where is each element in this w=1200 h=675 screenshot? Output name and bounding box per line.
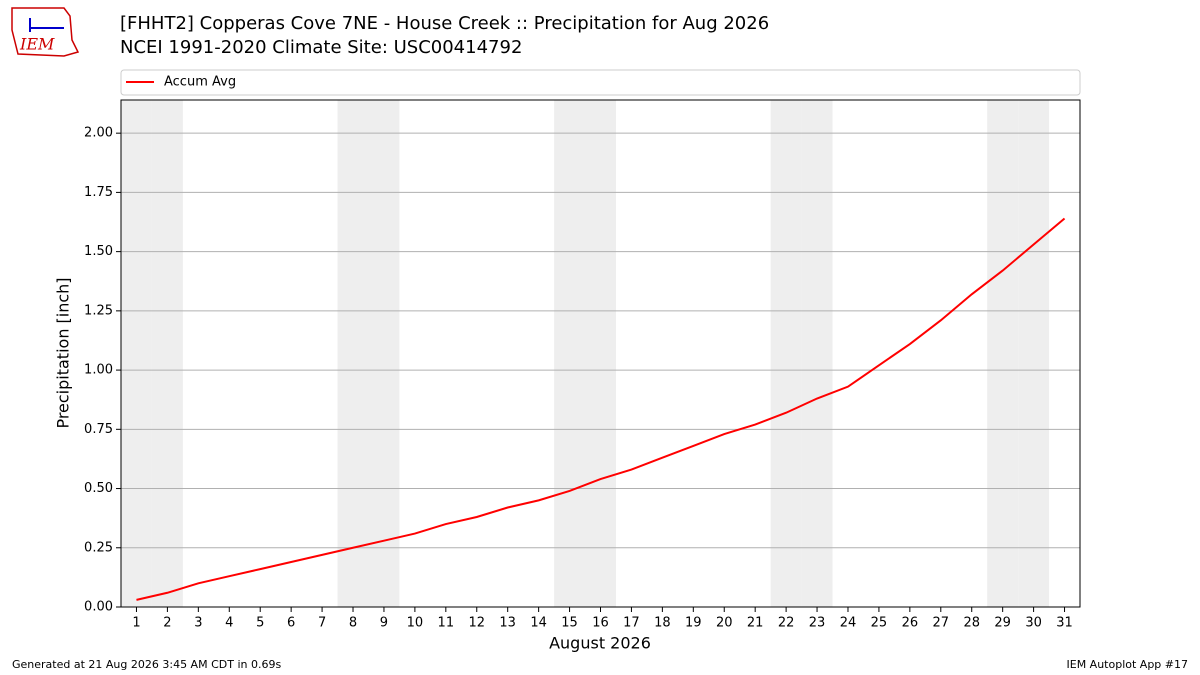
x-tick-label: 1 bbox=[132, 616, 140, 631]
y-tick-label: 0.50 bbox=[84, 481, 113, 496]
x-tick-label: 19 bbox=[685, 616, 702, 631]
x-tick-label: 27 bbox=[933, 616, 950, 631]
y-tick-label: 2.00 bbox=[84, 126, 113, 141]
weekend-shade bbox=[585, 100, 616, 607]
x-tick-label: 25 bbox=[871, 616, 888, 631]
weekend-shade bbox=[987, 100, 1019, 607]
data-line bbox=[136, 217, 1066, 601]
logo-text: IEM bbox=[19, 35, 55, 54]
weekend-shade bbox=[554, 100, 586, 607]
x-tick-label: 2 bbox=[163, 616, 171, 631]
x-tick-label: 9 bbox=[380, 616, 388, 631]
legend-label: Accum Avg bbox=[164, 75, 236, 90]
x-tick-label: 26 bbox=[902, 616, 919, 631]
footer-left: Generated at 21 Aug 2026 3:45 AM CDT in … bbox=[12, 658, 281, 671]
y-tick-label: 0.25 bbox=[84, 540, 113, 555]
x-tick-label: 16 bbox=[592, 616, 609, 631]
y-tick-label: 0.75 bbox=[84, 422, 113, 437]
x-tick-label: 10 bbox=[407, 616, 424, 631]
weekend-shade bbox=[770, 100, 802, 607]
x-tick-label: 7 bbox=[318, 616, 326, 631]
x-axis-label: August 2026 bbox=[549, 634, 651, 653]
x-tick-label: 3 bbox=[194, 616, 202, 631]
weekend-shade bbox=[801, 100, 833, 607]
footer-right: IEM Autoplot App #17 bbox=[1067, 658, 1189, 671]
y-tick-label: 1.00 bbox=[84, 363, 113, 378]
weekend-shade bbox=[151, 100, 183, 607]
weekend-shade bbox=[368, 100, 400, 607]
x-tick-label: 12 bbox=[468, 616, 485, 631]
y-tick-label: 1.25 bbox=[84, 303, 113, 318]
x-tick-label: 6 bbox=[287, 616, 295, 631]
weekend-shade bbox=[121, 100, 152, 607]
x-tick-label: 5 bbox=[256, 616, 264, 631]
x-tick-label: 14 bbox=[530, 616, 547, 631]
y-tick-label: 1.75 bbox=[84, 185, 113, 200]
plot-frame bbox=[120, 99, 1081, 608]
x-tick-label: 13 bbox=[499, 616, 516, 631]
x-tick-label: 17 bbox=[623, 616, 640, 631]
chart-title: [FHHT2] Copperas Cove 7NE - House Creek … bbox=[120, 13, 769, 34]
x-tick-label: 29 bbox=[994, 616, 1011, 631]
y-axis-label: Precipitation [inch] bbox=[54, 277, 73, 428]
weekend-shade bbox=[337, 100, 369, 607]
legend-box bbox=[120, 69, 1081, 96]
y-tick-label: 1.50 bbox=[84, 244, 113, 259]
x-tick-label: 11 bbox=[438, 616, 455, 631]
x-tick-label: 22 bbox=[778, 616, 795, 631]
x-tick-label: 20 bbox=[716, 616, 733, 631]
y-tick-label: 0.00 bbox=[84, 600, 113, 615]
x-tick-label: 23 bbox=[809, 616, 826, 631]
x-tick-label: 21 bbox=[747, 616, 764, 631]
weekend-shade bbox=[1018, 100, 1050, 607]
x-tick-label: 28 bbox=[963, 616, 980, 631]
x-tick-label: 8 bbox=[349, 616, 357, 631]
x-tick-label: 31 bbox=[1056, 616, 1073, 631]
x-tick-label: 30 bbox=[1025, 616, 1042, 631]
x-tick-label: 4 bbox=[225, 616, 233, 631]
x-tick-label: 18 bbox=[654, 616, 671, 631]
x-tick-label: 24 bbox=[840, 616, 857, 631]
x-tick-label: 15 bbox=[561, 616, 578, 631]
chart-subtitle: NCEI 1991-2020 Climate Site: USC00414792 bbox=[120, 37, 522, 58]
logo: IEM bbox=[11, 7, 80, 57]
